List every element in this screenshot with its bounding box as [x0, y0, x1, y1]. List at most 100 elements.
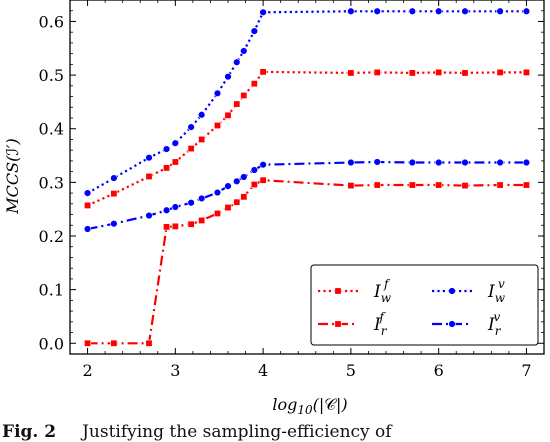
- data-point: [259, 160, 267, 169]
- plot-frame: [69, 0, 545, 355]
- data-point: [187, 199, 195, 207]
- data-point: [171, 222, 179, 230]
- data-point: [187, 123, 195, 131]
- data-point: [461, 69, 469, 77]
- data-point: [240, 173, 248, 181]
- data-point: [240, 91, 248, 99]
- data-point: [163, 164, 171, 172]
- y-tick-label: 0.5: [39, 66, 64, 85]
- data-point: [461, 182, 469, 190]
- data-point: [145, 153, 153, 162]
- data-point: [171, 203, 180, 211]
- data-point: [373, 68, 381, 76]
- data-point: [408, 158, 417, 167]
- data-point: [373, 181, 381, 189]
- data-point: [496, 7, 504, 15]
- mccs-chart: 2 3 4 5 6 7 0.0 0.1 0.2 0.3 0.4 0.5 0.6 log10(|𝒞|) M…: [3, 0, 545, 417]
- y-tick-label: 0.4: [39, 120, 64, 139]
- data-point: [250, 27, 259, 35]
- data-point: [213, 122, 221, 130]
- data-point: [408, 69, 416, 77]
- data-point: [145, 211, 153, 220]
- data-point: [187, 220, 195, 228]
- data-point: [213, 188, 222, 197]
- legend-item: Irv: [432, 310, 502, 338]
- data-point: [110, 339, 118, 347]
- caption-text: Justifying the sampling-efficiency of: [82, 422, 392, 442]
- data-point: [347, 7, 355, 15]
- legend-box: [310, 264, 539, 346]
- series-line: [87, 160, 527, 231]
- data-point: [83, 189, 92, 197]
- series-2: [83, 7, 531, 197]
- legend-label: Iwf: [373, 277, 392, 305]
- data-point: [197, 194, 206, 203]
- series-line: [87, 70, 527, 207]
- data-point: [224, 72, 232, 81]
- legend: Iwf Irf Iwv Irv: [310, 264, 539, 346]
- data-point: [373, 158, 381, 166]
- figure-caption: Fig. 2 Justifying the sampling-efficiency…: [2, 422, 550, 442]
- data-point: [162, 145, 171, 153]
- data-point: [224, 111, 232, 119]
- data-point: [224, 204, 232, 212]
- y-axis-label: MCCS(ℐ′): [3, 138, 22, 214]
- data-point: [84, 201, 92, 209]
- data-point: [110, 219, 118, 228]
- data-point: [198, 216, 206, 224]
- series-1: [84, 68, 530, 209]
- data-point: [145, 172, 153, 180]
- data-point: [224, 182, 232, 190]
- data-point: [110, 190, 118, 198]
- data-point: [197, 111, 206, 119]
- data-point: [259, 68, 267, 76]
- x-tick-label: 2: [82, 361, 92, 380]
- axis-ticks: 2 3 4 5 6 7 0.0 0.1 0.2 0.3 0.4 0.5 0.6: [39, 0, 544, 380]
- data-point: [233, 58, 241, 66]
- data-point: [461, 7, 469, 15]
- y-tick-label: 0.6: [39, 12, 64, 31]
- legend-item: Iwf: [318, 277, 392, 305]
- data-point: [240, 193, 248, 201]
- series-line: [87, 10, 527, 195]
- data-point: [84, 339, 92, 347]
- data-point: [347, 158, 355, 167]
- series-4: [83, 158, 531, 233]
- data-point: [434, 158, 443, 167]
- data-point: [435, 68, 443, 76]
- data-point: [233, 198, 241, 206]
- data-point: [198, 135, 206, 143]
- series-3: [84, 176, 530, 347]
- data-point: [522, 158, 531, 167]
- legend-item: Iwv: [432, 277, 506, 305]
- x-tick-label: 5: [346, 361, 356, 380]
- data-point: [171, 158, 179, 166]
- data-point: [522, 68, 530, 76]
- data-point: [496, 181, 504, 189]
- data-point: [461, 158, 469, 167]
- data-point: [435, 181, 443, 189]
- data-point: [373, 7, 381, 15]
- x-tick-label: 7: [521, 361, 531, 380]
- data-point: [347, 69, 355, 77]
- data-point: [213, 89, 222, 98]
- data-point: [250, 80, 258, 88]
- legend-marker: [334, 320, 342, 328]
- plot-marks: [83, 7, 531, 347]
- data-point: [496, 158, 504, 167]
- data-point: [434, 7, 443, 15]
- legend-marker: [448, 320, 456, 328]
- legend-item: Irf: [318, 310, 388, 338]
- x-tick-label: 3: [170, 361, 180, 380]
- legend-marker: [448, 287, 456, 295]
- data-point: [259, 176, 267, 184]
- data-point: [496, 68, 504, 76]
- y-tick-label: 0.2: [39, 227, 64, 246]
- data-point: [408, 181, 416, 189]
- data-point: [233, 100, 241, 108]
- data-point: [163, 223, 171, 231]
- legend-label: Irv: [487, 310, 502, 338]
- legend-label: Iwv: [487, 277, 506, 305]
- data-point: [408, 7, 417, 15]
- data-point: [259, 8, 267, 17]
